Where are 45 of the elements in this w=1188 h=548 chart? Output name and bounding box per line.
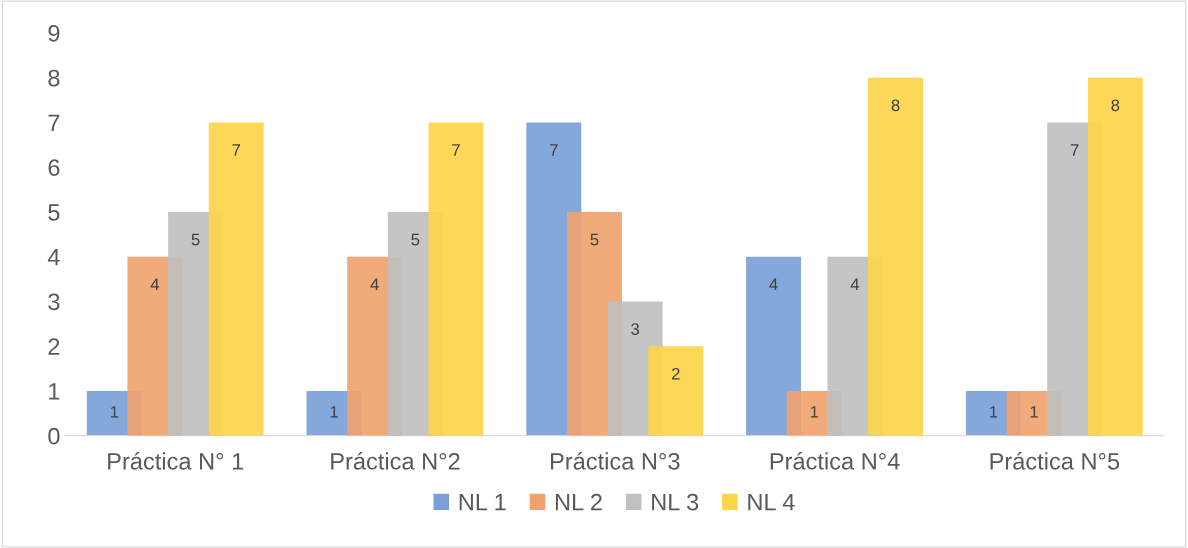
data-label: 1: [810, 406, 819, 418]
data-label: 4: [150, 278, 160, 291]
data-label: 4: [850, 278, 860, 291]
legend-label: NL 4: [748, 493, 795, 511]
legend-label: NL 2: [555, 493, 602, 511]
legend-label: NL 3: [652, 493, 699, 511]
y-tick-label: 5: [48, 204, 60, 221]
x-tick-label: Práctica N°5: [990, 452, 1120, 470]
data-label: 7: [452, 144, 460, 156]
data-label: 1: [990, 406, 998, 418]
data-label: 7: [550, 144, 558, 156]
y-tick-label: 4: [47, 248, 60, 266]
x-tick-label: Práctica N°3: [550, 452, 680, 470]
data-label: 4: [370, 278, 379, 291]
y-tick-label: 8: [48, 69, 60, 87]
data-label: 7: [1070, 144, 1079, 156]
y-tick-label: 0: [48, 427, 60, 445]
data-label: 2: [671, 367, 680, 380]
data-label: 5: [191, 233, 200, 246]
y-tick-label: 2: [48, 338, 60, 355]
data-label: 8: [891, 99, 900, 112]
bar: [746, 256, 802, 436]
bar: [428, 122, 484, 436]
bar: [868, 77, 924, 436]
x-tick-label: Práctica N° 1: [108, 452, 244, 470]
y-tick-label: 9: [48, 24, 60, 42]
bar: [648, 346, 704, 436]
data-label: 4: [769, 278, 778, 291]
data-label: 1: [110, 406, 119, 418]
legend-label: NL 1: [459, 493, 506, 511]
bar: [1087, 77, 1143, 436]
data-label: 1: [330, 406, 338, 418]
x-tick-label: Práctica N°2: [331, 452, 460, 470]
data-label: 5: [590, 233, 599, 246]
data-label: 1: [1030, 406, 1038, 418]
data-label: 7: [232, 144, 241, 156]
data-label: 3: [631, 323, 640, 335]
y-tick-label: 6: [48, 159, 60, 176]
data-label: 8: [1111, 99, 1120, 112]
x-tick-label: Práctica N°4: [770, 452, 900, 470]
data-label: 5: [411, 233, 420, 246]
y-tick-label: 7: [48, 114, 60, 131]
y-tick-label: 3: [48, 293, 60, 311]
y-tick-label: 1: [49, 383, 60, 400]
bar: [208, 122, 264, 436]
